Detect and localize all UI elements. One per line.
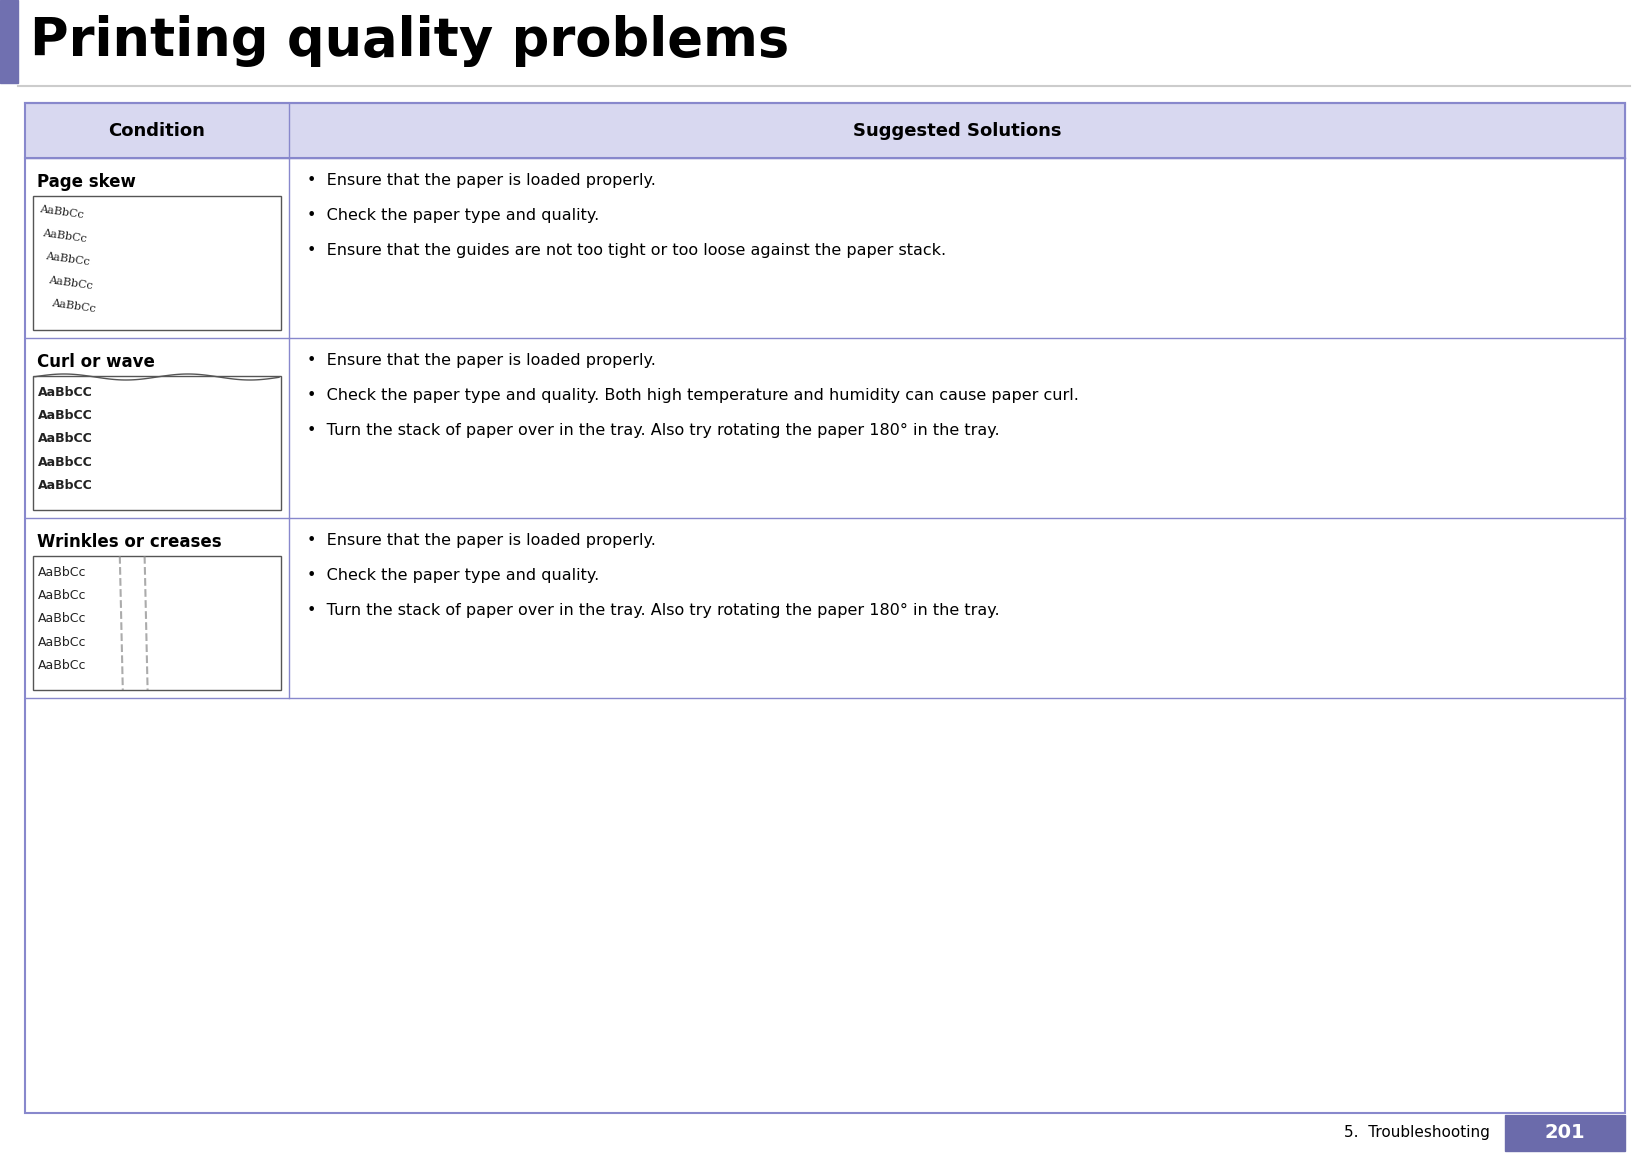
Text: •  Ensure that the guides are not too tight or too loose against the paper stack: • Ensure that the guides are not too tig…	[307, 243, 945, 258]
Bar	[33, 376, 280, 510]
Bar	[25, 103, 1625, 1113]
Text: AaBbCc: AaBbCc	[38, 636, 86, 648]
Text: •  Check the paper type and quality. Both high temperature and humidity can caus: • Check the paper type and quality. Both…	[307, 388, 1079, 403]
Text: Printing quality problems: Printing quality problems	[30, 15, 789, 67]
Bar	[33, 556, 280, 690]
Text: •  Check the paper type and quality.: • Check the paper type and quality.	[307, 208, 599, 223]
Text: •  Ensure that the paper is loaded properly.: • Ensure that the paper is loaded proper…	[307, 533, 657, 548]
Text: Page skew: Page skew	[36, 173, 135, 191]
Text: 5.  Troubleshooting: 5. Troubleshooting	[1345, 1126, 1490, 1141]
Bar	[0, 0, 18, 83]
Text: AaBbCC: AaBbCC	[38, 455, 92, 469]
Text: AaBbCc: AaBbCc	[38, 659, 86, 672]
Text: •  Turn the stack of paper over in the tray. Also try rotating the paper 180° in: • Turn the stack of paper over in the tr…	[307, 603, 1000, 618]
Text: •  Check the paper type and quality.: • Check the paper type and quality.	[307, 569, 599, 582]
Text: AaBbCc: AaBbCc	[40, 204, 84, 220]
Text: AaBbCC: AaBbCC	[38, 478, 92, 492]
Text: •  Turn the stack of paper over in the tray. Also try rotating the paper 180° in: • Turn the stack of paper over in the tr…	[307, 423, 1000, 438]
Text: AaBbCc: AaBbCc	[41, 228, 87, 243]
Text: AaBbCc: AaBbCc	[38, 589, 86, 602]
Text: Wrinkles or creases: Wrinkles or creases	[36, 533, 221, 551]
Bar	[33, 196, 280, 330]
Bar	[25, 103, 1625, 157]
Text: Suggested Solutions: Suggested Solutions	[853, 122, 1061, 139]
Text: 201: 201	[1544, 1123, 1586, 1143]
Text: AaBbCC: AaBbCC	[38, 386, 92, 400]
Text: AaBbCc: AaBbCc	[45, 251, 91, 267]
Bar	[1505, 1115, 1625, 1151]
Text: •  Ensure that the paper is loaded properly.: • Ensure that the paper is loaded proper…	[307, 353, 657, 368]
Text: AaBbCc: AaBbCc	[38, 566, 86, 579]
Text: Curl or wave: Curl or wave	[36, 353, 155, 371]
Text: AaBbCC: AaBbCC	[38, 432, 92, 446]
Text: Condition: Condition	[109, 122, 206, 139]
Text: AaBbCC: AaBbCC	[38, 409, 92, 423]
Text: AaBbCc: AaBbCc	[38, 613, 86, 625]
Text: AaBbCc: AaBbCc	[48, 274, 94, 291]
Text: AaBbCc: AaBbCc	[51, 299, 97, 315]
Text: •  Ensure that the paper is loaded properly.: • Ensure that the paper is loaded proper…	[307, 173, 657, 188]
